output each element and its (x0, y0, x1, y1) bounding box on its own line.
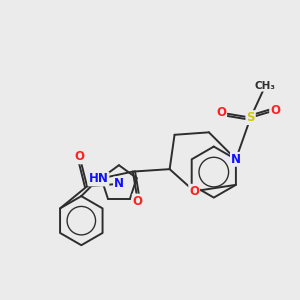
Text: O: O (133, 194, 143, 208)
Text: CH₃: CH₃ (255, 81, 276, 91)
Text: O: O (75, 150, 85, 164)
Text: N: N (114, 177, 124, 190)
Text: S: S (246, 111, 255, 124)
Text: N: N (231, 153, 241, 166)
Text: O: O (189, 185, 199, 198)
Text: HN: HN (88, 172, 108, 185)
Text: O: O (216, 106, 226, 119)
Text: O: O (270, 104, 280, 117)
